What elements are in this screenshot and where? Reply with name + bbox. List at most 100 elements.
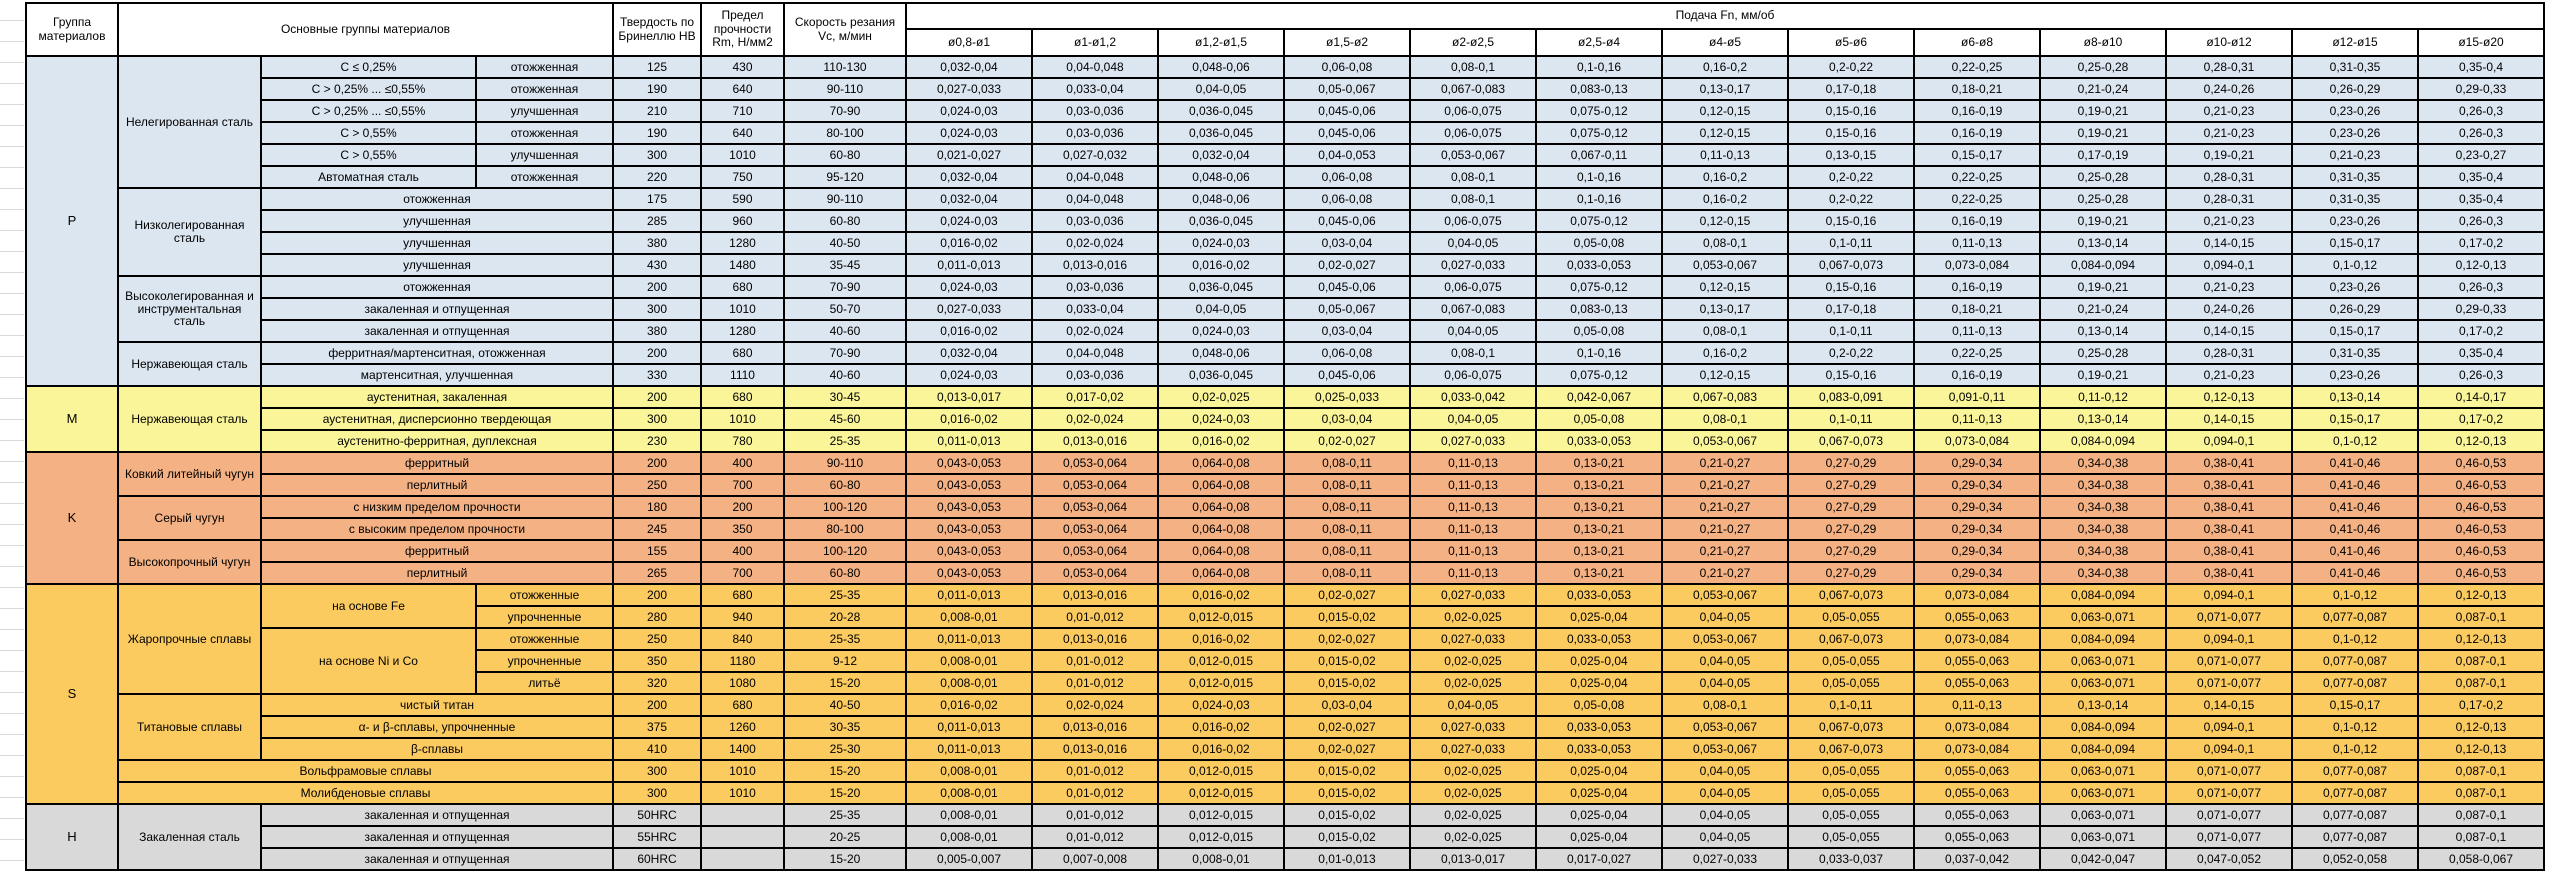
feed-cell[interactable]: 0,04-0,048: [1031, 341, 1159, 365]
feed-cell[interactable]: 0,01-0,012: [1031, 649, 1159, 673]
feed-cell[interactable]: 0,15-0,17: [2291, 693, 2419, 717]
feed-cell[interactable]: 0,087-0,1: [2417, 781, 2545, 805]
feed-cell[interactable]: 0,033-0,04: [1031, 297, 1159, 321]
strength-cell[interactable]: 1260: [700, 715, 785, 739]
feed-cell[interactable]: 0,04-0,048: [1031, 165, 1159, 189]
feed-cell[interactable]: 0,16-0,2: [1661, 55, 1789, 79]
feed-cell[interactable]: 0,012-0,015: [1157, 803, 1285, 827]
feed-cell[interactable]: 0,013-0,016: [1031, 715, 1159, 739]
feed-cell[interactable]: 0,02-0,025: [1409, 605, 1537, 629]
feed-cell[interactable]: 0,043-0,053: [905, 517, 1033, 541]
feed-cell[interactable]: 0,05-0,08: [1535, 231, 1663, 255]
feed-column-header[interactable]: ø2-ø2,5: [1409, 28, 1537, 57]
feed-cell[interactable]: 0,094-0,1: [2165, 715, 2293, 739]
feed-cell[interactable]: 0,013-0,016: [1031, 737, 1159, 761]
speed-cell[interactable]: 15-20: [783, 759, 907, 783]
feed-cell[interactable]: 0,027-0,032: [1031, 143, 1159, 167]
feed-cell[interactable]: 0,053-0,067: [1661, 253, 1789, 277]
feed-cell[interactable]: 0,011-0,013: [905, 583, 1033, 607]
feed-cell[interactable]: 0,21-0,23: [2165, 121, 2293, 145]
hardness-cell[interactable]: 55HRC: [612, 825, 702, 849]
material-cell[interactable]: перлитный: [260, 561, 614, 585]
speed-cell[interactable]: 60-80: [783, 473, 907, 497]
feed-cell[interactable]: 0,34-0,38: [2039, 517, 2167, 541]
feed-cell[interactable]: 0,033-0,053: [1535, 737, 1663, 761]
material-cell[interactable]: α- и β-сплавы, упрочненные: [260, 715, 614, 739]
feed-cell[interactable]: 0,024-0,03: [1157, 231, 1285, 255]
feed-cell[interactable]: 0,19-0,21: [2039, 363, 2167, 387]
feed-cell[interactable]: 0,13-0,14: [2039, 231, 2167, 255]
feed-cell[interactable]: 0,38-0,41: [2165, 539, 2293, 563]
feed-cell[interactable]: 0,015-0,02: [1283, 825, 1411, 849]
hardness-cell[interactable]: 380: [612, 319, 702, 343]
feed-cell[interactable]: 0,06-0,075: [1409, 275, 1537, 299]
feed-cell[interactable]: 0,08-0,11: [1283, 495, 1411, 519]
feed-cell[interactable]: 0,29-0,33: [2417, 77, 2545, 101]
feed-cell[interactable]: 0,11-0,13: [1913, 231, 2041, 255]
feed-cell[interactable]: 0,19-0,21: [2039, 209, 2167, 233]
feed-cell[interactable]: 0,21-0,27: [1661, 517, 1789, 541]
feed-cell[interactable]: 0,19-0,21: [2039, 121, 2167, 145]
feed-cell[interactable]: 0,071-0,077: [2165, 605, 2293, 629]
feed-cell[interactable]: 0,053-0,064: [1031, 451, 1159, 475]
speed-cell[interactable]: 80-100: [783, 517, 907, 541]
feed-cell[interactable]: 0,27-0,29: [1787, 451, 1915, 475]
feed-cell[interactable]: 0,15-0,17: [2291, 231, 2419, 255]
feed-cell[interactable]: 0,23-0,26: [2291, 275, 2419, 299]
feed-cell[interactable]: 0,02-0,025: [1409, 759, 1537, 783]
material-cell[interactable]: закаленная и отпущенная: [260, 297, 614, 321]
feed-cell[interactable]: 0,053-0,064: [1031, 495, 1159, 519]
feed-cell[interactable]: 0,21-0,23: [2165, 363, 2293, 387]
feed-cell[interactable]: 0,025-0,04: [1535, 671, 1663, 695]
feed-cell[interactable]: 0,17-0,18: [1787, 297, 1915, 321]
feed-cell[interactable]: 0,05-0,055: [1787, 605, 1915, 629]
speed-cell[interactable]: 25-35: [783, 803, 907, 827]
feed-cell[interactable]: 0,03-0,036: [1031, 99, 1159, 123]
feed-cell[interactable]: 0,1-0,11: [1787, 693, 1915, 717]
material-cell[interactable]: аустенитная, дисперсионно твердеющая: [260, 407, 614, 431]
speed-cell[interactable]: 40-50: [783, 231, 907, 255]
hardness-cell[interactable]: 430: [612, 253, 702, 277]
feed-cell[interactable]: 0,015-0,02: [1283, 803, 1411, 827]
feed-cell[interactable]: 0,2-0,22: [1787, 341, 1915, 365]
feed-cell[interactable]: 0,14-0,17: [2417, 385, 2545, 409]
feed-cell[interactable]: 0,35-0,4: [2417, 55, 2545, 79]
feed-cell[interactable]: 0,34-0,38: [2039, 451, 2167, 475]
feed-cell[interactable]: 0,084-0,094: [2039, 429, 2167, 453]
feed-cell[interactable]: 0,084-0,094: [2039, 253, 2167, 277]
feed-cell[interactable]: 0,13-0,21: [1535, 561, 1663, 585]
feed-cell[interactable]: 0,027-0,033: [1409, 627, 1537, 651]
feed-cell[interactable]: 0,08-0,1: [1409, 341, 1537, 365]
feed-cell[interactable]: 0,23-0,26: [2291, 209, 2419, 233]
feed-cell[interactable]: 0,008-0,01: [905, 825, 1033, 849]
material-cell[interactable]: закаленная и отпущенная: [260, 825, 614, 849]
feed-cell[interactable]: 0,012-0,015: [1157, 781, 1285, 805]
feed-cell[interactable]: 0,033-0,053: [1535, 715, 1663, 739]
feed-cell[interactable]: 0,025-0,04: [1535, 825, 1663, 849]
feed-cell[interactable]: 0,055-0,063: [1913, 605, 2041, 629]
feed-cell[interactable]: 0,087-0,1: [2417, 605, 2545, 629]
feed-cell[interactable]: 0,26-0,3: [2417, 99, 2545, 123]
feed-cell[interactable]: 0,045-0,06: [1283, 363, 1411, 387]
feed-cell[interactable]: 0,024-0,03: [905, 99, 1033, 123]
feed-cell[interactable]: 0,21-0,23: [2291, 143, 2419, 167]
feed-cell[interactable]: 0,087-0,1: [2417, 803, 2545, 827]
hardness-cell[interactable]: 350: [612, 649, 702, 673]
feed-cell[interactable]: 0,011-0,013: [905, 429, 1033, 453]
strength-cell[interactable]: 1080: [700, 671, 785, 695]
feed-cell[interactable]: 0,033-0,053: [1535, 627, 1663, 651]
feed-cell[interactable]: 0,094-0,1: [2165, 583, 2293, 607]
feed-cell[interactable]: 0,036-0,045: [1157, 275, 1285, 299]
feed-cell[interactable]: 0,08-0,1: [1661, 407, 1789, 431]
strength-cell[interactable]: 1280: [700, 231, 785, 255]
feed-cell[interactable]: 0,1-0,16: [1535, 341, 1663, 365]
feed-cell[interactable]: 0,08-0,11: [1283, 517, 1411, 541]
feed-cell[interactable]: 0,13-0,15: [1787, 143, 1915, 167]
speed-cell[interactable]: 60-80: [783, 143, 907, 167]
material-cell[interactable]: C > 0,55%: [260, 143, 477, 167]
feed-cell[interactable]: 0,087-0,1: [2417, 825, 2545, 849]
feed-cell[interactable]: 0,008-0,01: [905, 781, 1033, 805]
feed-cell[interactable]: 0,013-0,016: [1031, 627, 1159, 651]
feed-cell[interactable]: 0,41-0,46: [2291, 473, 2419, 497]
feed-cell[interactable]: 0,03-0,04: [1283, 319, 1411, 343]
